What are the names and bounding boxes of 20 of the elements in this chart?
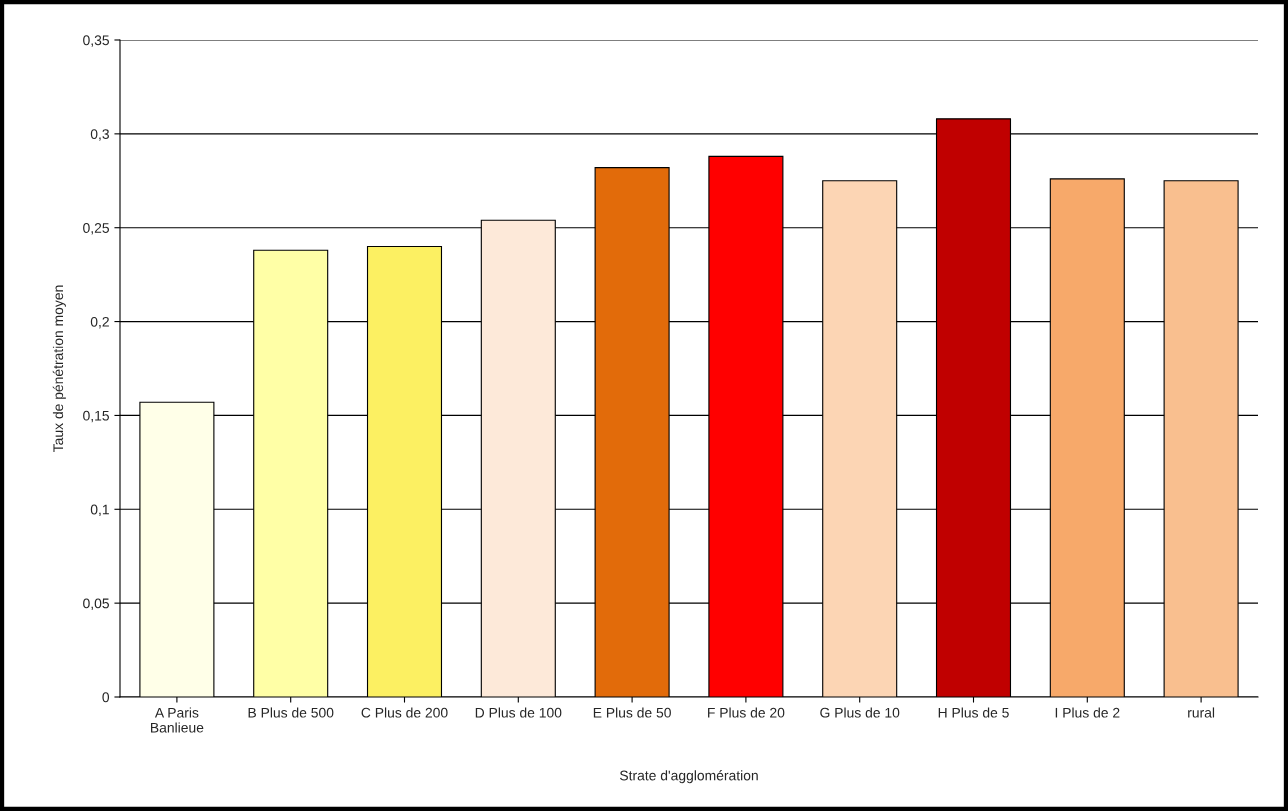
y-tick-label: 0 (102, 692, 110, 703)
y-tick-label: 0,3 (90, 129, 109, 141)
x-tick-label: D Plus de 100 (475, 707, 562, 718)
x-tick-label: A Paris Banlieue (151, 707, 204, 733)
x-axis-title: Strate d'agglomération (619, 770, 758, 784)
y-tick-label: 0,25 (83, 223, 109, 235)
x-tick-label: B Plus de 500 (248, 707, 334, 718)
y-tick-label: 0,2 (90, 316, 109, 329)
x-tick-label: I Plus de 2 (1055, 707, 1120, 718)
x-tick-label: E Plus de 50 (593, 707, 671, 718)
x-tick-label: F Plus de 20 (708, 707, 785, 718)
y-tick-label: 0,15 (83, 410, 109, 423)
x-tick-label: rural (1188, 707, 1215, 718)
y-tick-label: 0,05 (83, 598, 109, 610)
y-tick-label: 0,35 (83, 35, 109, 47)
x-tick-label: C Plus de 200 (361, 707, 448, 718)
y-tick-label: 0,1 (90, 504, 109, 517)
x-tick-label: H Plus de 5 (938, 707, 1009, 718)
x-tick-label: G Plus de 10 (820, 707, 900, 718)
y-axis-title: Taux de pénétration moyen (52, 285, 66, 452)
